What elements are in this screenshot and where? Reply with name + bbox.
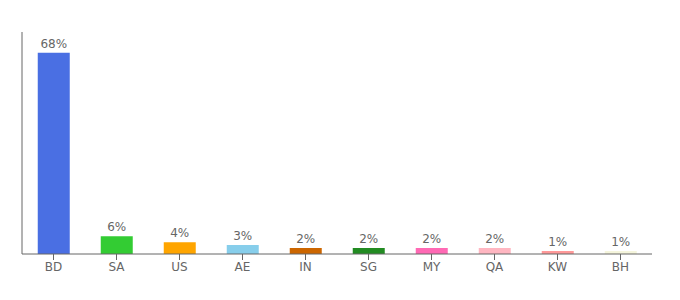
svg-text:US: US	[171, 260, 187, 274]
svg-text:KW: KW	[548, 260, 567, 274]
svg-text:2%: 2%	[359, 232, 378, 246]
svg-text:1%: 1%	[611, 235, 630, 249]
svg-text:BD: BD	[45, 260, 62, 274]
svg-text:2%: 2%	[422, 232, 441, 246]
svg-text:IN: IN	[299, 260, 312, 274]
svg-text:QA: QA	[486, 260, 504, 274]
svg-text:68%: 68%	[40, 37, 67, 51]
svg-text:MY: MY	[423, 260, 441, 274]
svg-text:3%: 3%	[233, 229, 252, 243]
svg-text:2%: 2%	[296, 232, 315, 246]
svg-text:2%: 2%	[485, 232, 504, 246]
svg-text:6%: 6%	[107, 220, 126, 234]
svg-text:SA: SA	[108, 260, 125, 274]
svg-text:AE: AE	[235, 260, 251, 274]
svg-text:SG: SG	[360, 260, 377, 274]
svg-text:BH: BH	[612, 260, 629, 274]
svg-text:4%: 4%	[170, 226, 189, 240]
svg-text:1%: 1%	[548, 235, 567, 249]
